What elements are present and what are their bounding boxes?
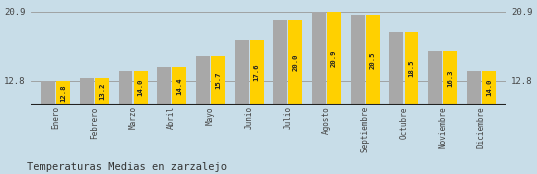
Text: 14.0: 14.0: [486, 79, 492, 97]
Bar: [235, 40, 249, 105]
Bar: [134, 71, 148, 105]
Bar: [41, 81, 55, 105]
Text: 14.4: 14.4: [176, 77, 182, 95]
Bar: [157, 67, 171, 105]
Bar: [288, 19, 302, 105]
Bar: [351, 15, 365, 105]
Text: 20.9: 20.9: [331, 50, 337, 67]
Text: 12.8: 12.8: [60, 84, 66, 102]
Bar: [80, 77, 94, 105]
Bar: [312, 12, 326, 105]
Bar: [404, 32, 418, 105]
Bar: [250, 40, 264, 105]
Bar: [428, 51, 442, 105]
Bar: [211, 56, 225, 105]
Bar: [389, 32, 403, 105]
Bar: [482, 71, 496, 105]
Text: 14.0: 14.0: [137, 79, 143, 97]
Text: 15.7: 15.7: [215, 72, 221, 89]
Bar: [196, 56, 210, 105]
Text: Temperaturas Medias en zarzalejo: Temperaturas Medias en zarzalejo: [27, 162, 227, 172]
Text: 13.2: 13.2: [99, 82, 105, 100]
Bar: [56, 81, 70, 105]
Bar: [119, 71, 133, 105]
Text: 20.0: 20.0: [292, 53, 299, 71]
Bar: [273, 19, 287, 105]
Bar: [366, 15, 380, 105]
Text: 16.3: 16.3: [447, 69, 453, 87]
Text: 20.5: 20.5: [370, 51, 376, 69]
Bar: [327, 12, 341, 105]
Bar: [467, 71, 481, 105]
Bar: [172, 67, 186, 105]
Text: 17.6: 17.6: [253, 64, 260, 81]
Bar: [95, 77, 109, 105]
Text: 18.5: 18.5: [409, 60, 415, 77]
Bar: [443, 51, 457, 105]
